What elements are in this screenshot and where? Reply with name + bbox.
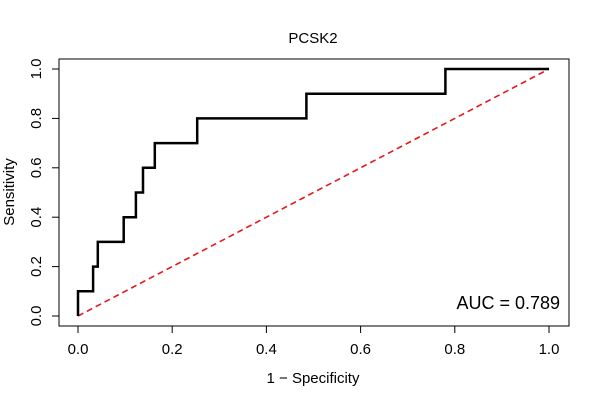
x-tick-label: 0.2 xyxy=(162,341,183,358)
auc-annotation: AUC = 0.789 xyxy=(456,293,560,313)
reference-diagonal-line xyxy=(77,68,550,317)
y-axis: 0.0 0.2 0.4 0.6 0.8 1.0 xyxy=(28,59,60,327)
y-tick-label: 0.4 xyxy=(28,207,45,228)
x-tick-label: 1.0 xyxy=(539,341,560,358)
roc-curve-line xyxy=(76,67,549,316)
y-tick-label: 0.6 xyxy=(28,157,45,178)
y-tick-label: 1.0 xyxy=(28,59,45,80)
x-tick-label: 0.4 xyxy=(256,341,277,358)
x-tick-label: 0.8 xyxy=(444,341,465,358)
x-axis: 0.0 0.2 0.4 0.6 0.8 1.0 xyxy=(68,325,560,358)
series-layer xyxy=(76,67,550,317)
x-tick-label: 0.6 xyxy=(350,341,371,358)
y-tick-label: 0.0 xyxy=(28,306,45,327)
chart-title: PCSK2 xyxy=(288,30,337,47)
y-axis-label: Sensitivity xyxy=(1,158,18,226)
y-tick-label: 0.8 xyxy=(28,108,45,129)
x-tick-label: 0.0 xyxy=(68,341,89,358)
x-axis-label: 1 − Specificity xyxy=(267,370,360,387)
y-tick-label: 0.2 xyxy=(28,256,45,277)
